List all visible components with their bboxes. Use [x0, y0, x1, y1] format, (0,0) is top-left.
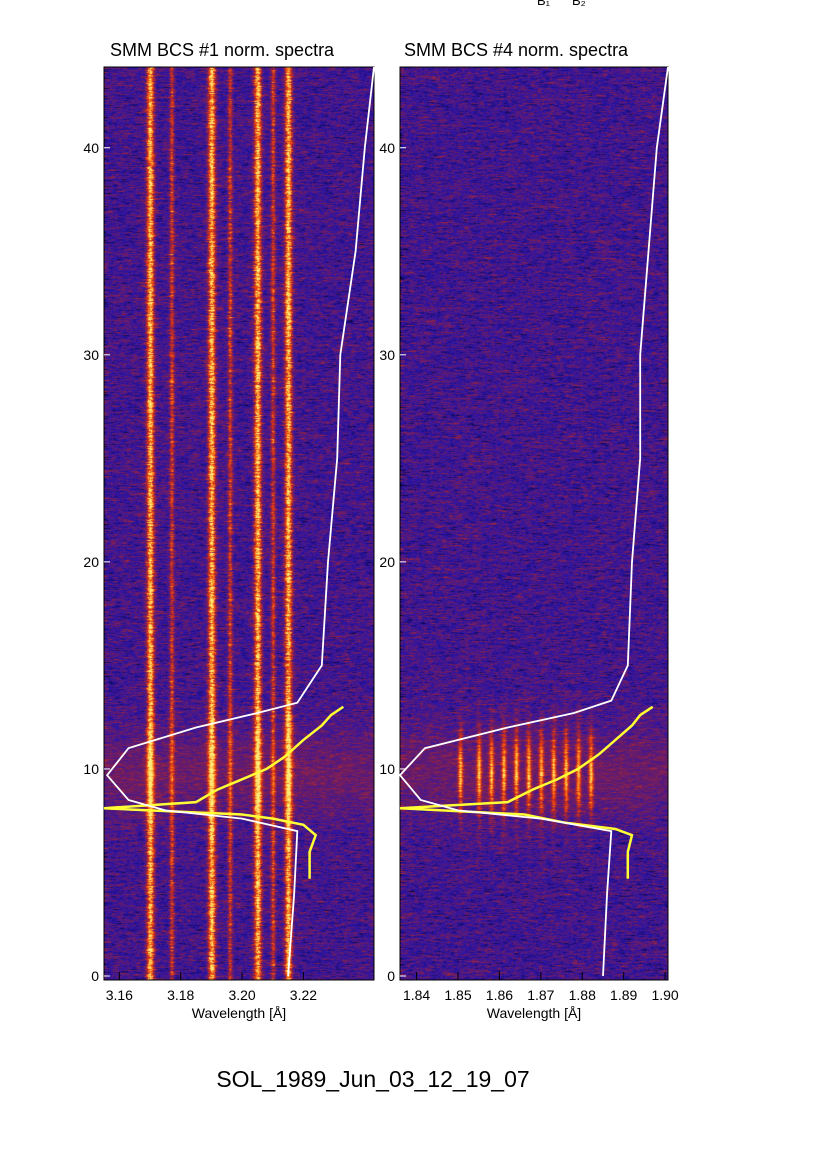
y-tick-label: 20: [379, 554, 395, 570]
panel2-spectrogram: [400, 67, 668, 980]
y-tick-label: 30: [83, 347, 99, 363]
y-tick-label: 20: [83, 554, 99, 570]
panel1-spectrogram: [104, 67, 374, 980]
x-tick-label: 1.85: [444, 987, 471, 1003]
x-tick-label: 3.16: [106, 987, 133, 1003]
x-tick-label: 1.84: [403, 987, 430, 1003]
x-tick-label: 3.20: [228, 987, 255, 1003]
x-tick-label: 1.90: [651, 987, 678, 1003]
y-tick-label: 30: [379, 347, 395, 363]
y-tick-label: 10: [379, 761, 395, 777]
white-light-curve: [398, 66, 669, 977]
y-tick-label: 0: [387, 968, 395, 984]
panel-frame: [103, 66, 375, 981]
white-light-curve: [105, 66, 375, 977]
panel-frame: [399, 66, 669, 981]
footer-title: SOL_1989_Jun_03_12_19_07: [216, 1066, 530, 1092]
x-axis-label: Wavelength [Å]: [487, 1005, 581, 1021]
x-tick-label: 1.87: [527, 987, 554, 1003]
x-tick-label: 1.89: [610, 987, 637, 1003]
header-label-b1: B₁: [537, 0, 551, 8]
y-tick-label: 0: [91, 968, 99, 984]
y-tick-label: 40: [379, 140, 395, 156]
x-tick-label: 3.22: [290, 987, 317, 1003]
panel1-title: SMM BCS #1 norm. spectra: [110, 40, 335, 60]
x-axis-label: Wavelength [Å]: [192, 1005, 286, 1021]
header-label-b2: B₂: [572, 0, 586, 8]
panel2-title: SMM BCS #4 norm. spectra: [404, 40, 629, 60]
yellow-trace-line: [399, 705, 654, 879]
x-tick-label: 3.18: [167, 987, 194, 1003]
y-tick-label: 10: [83, 761, 99, 777]
y-tick-label: 40: [83, 140, 99, 156]
x-tick-label: 1.86: [486, 987, 513, 1003]
yellow-trace-line: [103, 705, 344, 879]
x-tick-label: 1.88: [569, 987, 596, 1003]
